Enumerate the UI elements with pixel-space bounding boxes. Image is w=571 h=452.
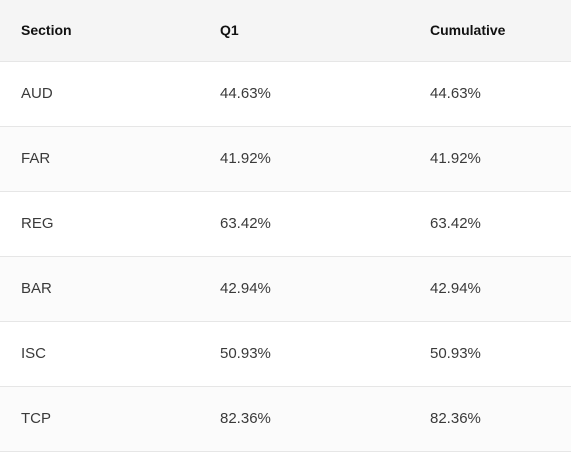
cell-cumulative: 44.63% — [430, 85, 481, 102]
header-q1: Q1 — [220, 22, 239, 39]
cell-q1: 50.93% — [220, 345, 271, 362]
table-row: REG 63.42% 63.42% — [0, 191, 571, 256]
cell-cumulative: 41.92% — [430, 150, 481, 167]
cell-section: TCP — [21, 410, 51, 427]
table-row: AUD 44.63% 44.63% — [0, 61, 571, 126]
table-header-row: Section Q1 Cumulative — [0, 0, 571, 61]
header-section: Section — [21, 22, 72, 39]
cell-section: AUD — [21, 85, 53, 102]
table-row: BAR 42.94% 42.94% — [0, 256, 571, 321]
cell-cumulative: 50.93% — [430, 345, 481, 362]
table-row: FAR 41.92% 41.92% — [0, 126, 571, 191]
cell-cumulative: 82.36% — [430, 410, 481, 427]
cell-section: REG — [21, 215, 54, 232]
table-row: ISC 50.93% 50.93% — [0, 321, 571, 386]
cell-section: FAR — [21, 150, 51, 167]
cell-q1: 44.63% — [220, 85, 271, 102]
cell-q1: 41.92% — [220, 150, 271, 167]
cell-q1: 42.94% — [220, 280, 271, 297]
cell-cumulative: 42.94% — [430, 280, 481, 297]
header-cumulative: Cumulative — [430, 22, 506, 39]
cell-q1: 82.36% — [220, 410, 271, 427]
table-row: TCP 82.36% 82.36% — [0, 386, 571, 451]
cell-cumulative: 63.42% — [430, 215, 481, 232]
cell-section: ISC — [21, 345, 47, 362]
cell-q1: 63.42% — [220, 215, 271, 232]
cell-section: BAR — [21, 280, 52, 297]
